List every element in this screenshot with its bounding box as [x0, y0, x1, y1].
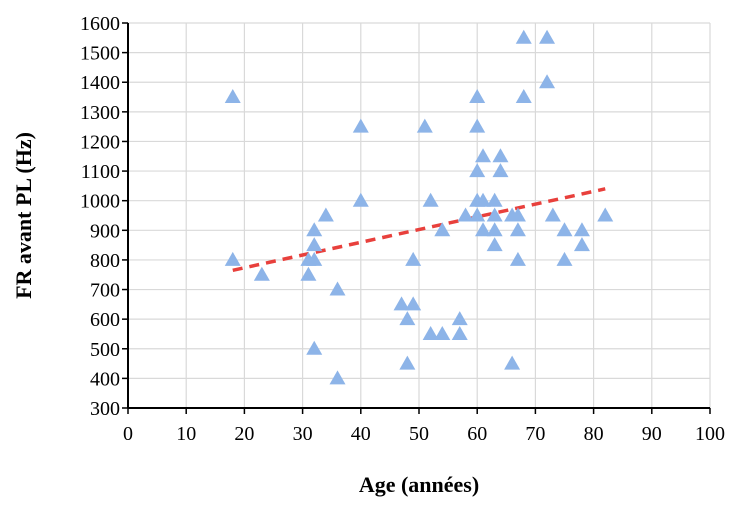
x-tick-label: 20: [234, 423, 254, 445]
x-tick-label: 90: [642, 423, 662, 445]
x-tick-label: 80: [584, 423, 604, 445]
y-tick-label: 400: [90, 368, 120, 390]
data-point-triangle: [434, 222, 451, 237]
data-point-triangle: [486, 222, 503, 237]
data-point-triangle: [405, 296, 422, 311]
y-tick-label: 600: [90, 309, 120, 331]
data-point-triangle: [475, 148, 492, 163]
data-point-triangle: [486, 237, 503, 252]
trendline-layer: [232, 187, 606, 272]
trendline: [232, 187, 606, 272]
y-tick-label: 1400: [80, 72, 120, 94]
y-tick-label: 1100: [81, 161, 120, 183]
data-point-triangle: [457, 207, 474, 222]
data-point-triangle: [515, 89, 532, 104]
data-point-triangle: [451, 311, 468, 326]
data-point-triangle: [306, 340, 323, 355]
x-tick-label: 60: [467, 423, 487, 445]
x-axis-title: Age (années): [359, 472, 479, 497]
data-point-triangle: [556, 251, 573, 266]
y-tick-label: 1000: [80, 191, 120, 213]
y-axis-title: FR avant PL (Hz): [11, 132, 36, 299]
y-tick-label: 700: [90, 280, 120, 302]
data-point-triangle: [416, 118, 433, 133]
data-point-triangle: [544, 207, 561, 222]
y-tick-label: 300: [90, 398, 120, 420]
data-point-triangle: [509, 251, 526, 266]
data-point-triangle: [509, 207, 526, 222]
x-tick-label: 30: [293, 423, 313, 445]
x-tick-label: 10: [176, 423, 196, 445]
data-point-triangle: [469, 118, 486, 133]
data-point-triangle: [422, 192, 439, 207]
data-point-triangle: [504, 355, 521, 370]
data-point-triangle: [306, 251, 323, 266]
data-point-triangle: [486, 192, 503, 207]
y-tick-label: 1300: [80, 102, 120, 124]
data-point-triangle: [509, 222, 526, 237]
data-point-triangle: [475, 192, 492, 207]
y-tick-label: 1600: [80, 13, 120, 35]
data-point-triangle: [329, 281, 346, 296]
data-point-triangle: [422, 325, 439, 340]
data-point-triangle: [224, 251, 241, 266]
data-point-triangle: [539, 29, 556, 44]
data-point-triangle: [539, 74, 556, 89]
x-tick-label: 50: [409, 423, 429, 445]
data-point-triangle: [492, 163, 509, 178]
data-point-triangle: [434, 325, 451, 340]
x-tick-label: 0: [123, 423, 133, 445]
data-point-triangle: [451, 325, 468, 340]
x-tick-label: 70: [525, 423, 545, 445]
data-point-triangle: [317, 207, 334, 222]
data-point-triangle: [306, 222, 323, 237]
gridlines: [128, 22, 711, 408]
data-point-triangle: [300, 266, 317, 281]
data-point-triangle: [399, 355, 416, 370]
y-tick-label: 800: [90, 250, 120, 272]
data-points: [224, 29, 614, 385]
data-point-triangle: [597, 207, 614, 222]
y-tick-label: 900: [90, 220, 120, 242]
x-tick-label: 100: [695, 423, 725, 445]
data-point-triangle: [469, 89, 486, 104]
data-point-triangle: [329, 370, 346, 385]
data-point-triangle: [306, 237, 323, 252]
data-point-triangle: [486, 207, 503, 222]
data-point-triangle: [352, 192, 369, 207]
data-point-triangle: [573, 237, 590, 252]
data-point-triangle: [405, 251, 422, 266]
data-point-triangle: [556, 222, 573, 237]
y-tick-label: 1200: [80, 131, 120, 153]
data-point-triangle: [253, 266, 270, 281]
data-point-triangle: [352, 118, 369, 133]
tick-labels: 0 10 20 30 40 50 60 70 80 90 100 300 400 500 600 700 800…: [80, 13, 725, 445]
y-tick-label: 500: [90, 339, 120, 361]
data-point-triangle: [393, 296, 410, 311]
y-tick-label: 1500: [80, 43, 120, 65]
axes: [122, 22, 711, 414]
data-point-triangle: [492, 148, 509, 163]
data-point-triangle: [469, 163, 486, 178]
data-point-triangle: [399, 311, 416, 326]
data-point-triangle: [515, 29, 532, 44]
data-point-triangle: [224, 89, 241, 104]
data-point-triangle: [475, 222, 492, 237]
data-point-triangle: [573, 222, 590, 237]
data-point-triangle: [469, 207, 486, 222]
x-tick-label: 40: [351, 423, 371, 445]
